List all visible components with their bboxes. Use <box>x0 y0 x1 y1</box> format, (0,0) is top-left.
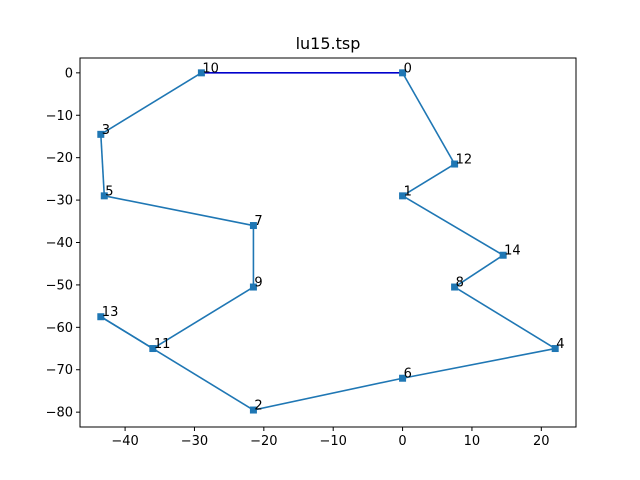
x-tick-label: −10 <box>319 434 346 449</box>
tour-segment <box>454 286 556 350</box>
tour-segment <box>152 286 254 350</box>
x-tick-label: 10 <box>464 434 481 449</box>
node-label: 3 <box>102 123 110 138</box>
node-marker <box>100 192 108 200</box>
chart-title: lu15.tsp <box>296 34 361 53</box>
y-tick-label: −10 <box>46 109 73 124</box>
y-axis: 0 −10 −20 −30 −40 −50 −60 −70 −80 <box>46 66 80 421</box>
tour-segment <box>402 347 556 380</box>
y-tick-label: −70 <box>46 363 73 378</box>
axes-frame <box>79 57 577 428</box>
node-marker <box>499 251 507 259</box>
y-tick-label: −20 <box>46 151 73 166</box>
node-marker <box>551 345 559 353</box>
tour-segment <box>100 72 202 136</box>
y-tick-label: −80 <box>46 406 73 421</box>
node-label: 9 <box>254 276 262 291</box>
tour-segment <box>401 72 456 165</box>
tour-segment <box>253 377 403 411</box>
y-tick-label: −60 <box>46 321 73 336</box>
node-label: 11 <box>154 337 171 352</box>
y-tick-label: −30 <box>46 194 73 209</box>
node-marker <box>249 222 257 230</box>
node-marker <box>451 160 459 168</box>
node-marker <box>451 283 459 291</box>
x-tick-label: 0 <box>398 434 406 449</box>
node-marker <box>97 130 105 138</box>
node-marker <box>399 192 407 200</box>
node-label: 0 <box>404 61 412 76</box>
node-label: 7 <box>254 214 262 229</box>
node-label: 13 <box>102 305 119 320</box>
node-marker <box>149 345 157 353</box>
node-label: 5 <box>105 184 113 199</box>
node-label: 8 <box>456 276 464 291</box>
node-label: 4 <box>556 337 564 352</box>
x-tick-label: −20 <box>250 434 277 449</box>
node-marker <box>399 374 407 382</box>
node-label: 12 <box>456 153 473 168</box>
node-label: 2 <box>254 399 262 414</box>
tour-segment <box>454 254 504 288</box>
tour-segment <box>402 163 456 197</box>
node-label: 14 <box>504 244 521 259</box>
node-marker <box>399 69 407 77</box>
tour-segment <box>100 316 154 350</box>
x-tick-label: 20 <box>533 434 550 449</box>
tour-segment <box>402 195 504 256</box>
node-marker <box>249 283 257 291</box>
node-label: 10 <box>202 61 219 76</box>
x-tick-label: −30 <box>181 434 208 449</box>
node-marker <box>97 313 105 321</box>
y-tick-label: −50 <box>46 278 73 293</box>
node-marker <box>249 406 257 414</box>
y-tick-label: −40 <box>46 236 73 251</box>
tour-segment <box>152 347 254 411</box>
node-label: 1 <box>404 184 412 199</box>
tour-segment <box>104 195 254 227</box>
node-marker <box>197 69 205 77</box>
tour-segment <box>100 134 106 196</box>
x-axis: −40 −30 −20 −10 0 10 20 <box>111 427 550 449</box>
x-tick-label: −40 <box>111 434 138 449</box>
node-label: 6 <box>404 367 412 382</box>
y-tick-label: 0 <box>65 66 73 81</box>
